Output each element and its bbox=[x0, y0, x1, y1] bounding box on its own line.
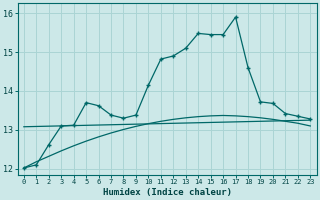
X-axis label: Humidex (Indice chaleur): Humidex (Indice chaleur) bbox=[103, 188, 232, 197]
